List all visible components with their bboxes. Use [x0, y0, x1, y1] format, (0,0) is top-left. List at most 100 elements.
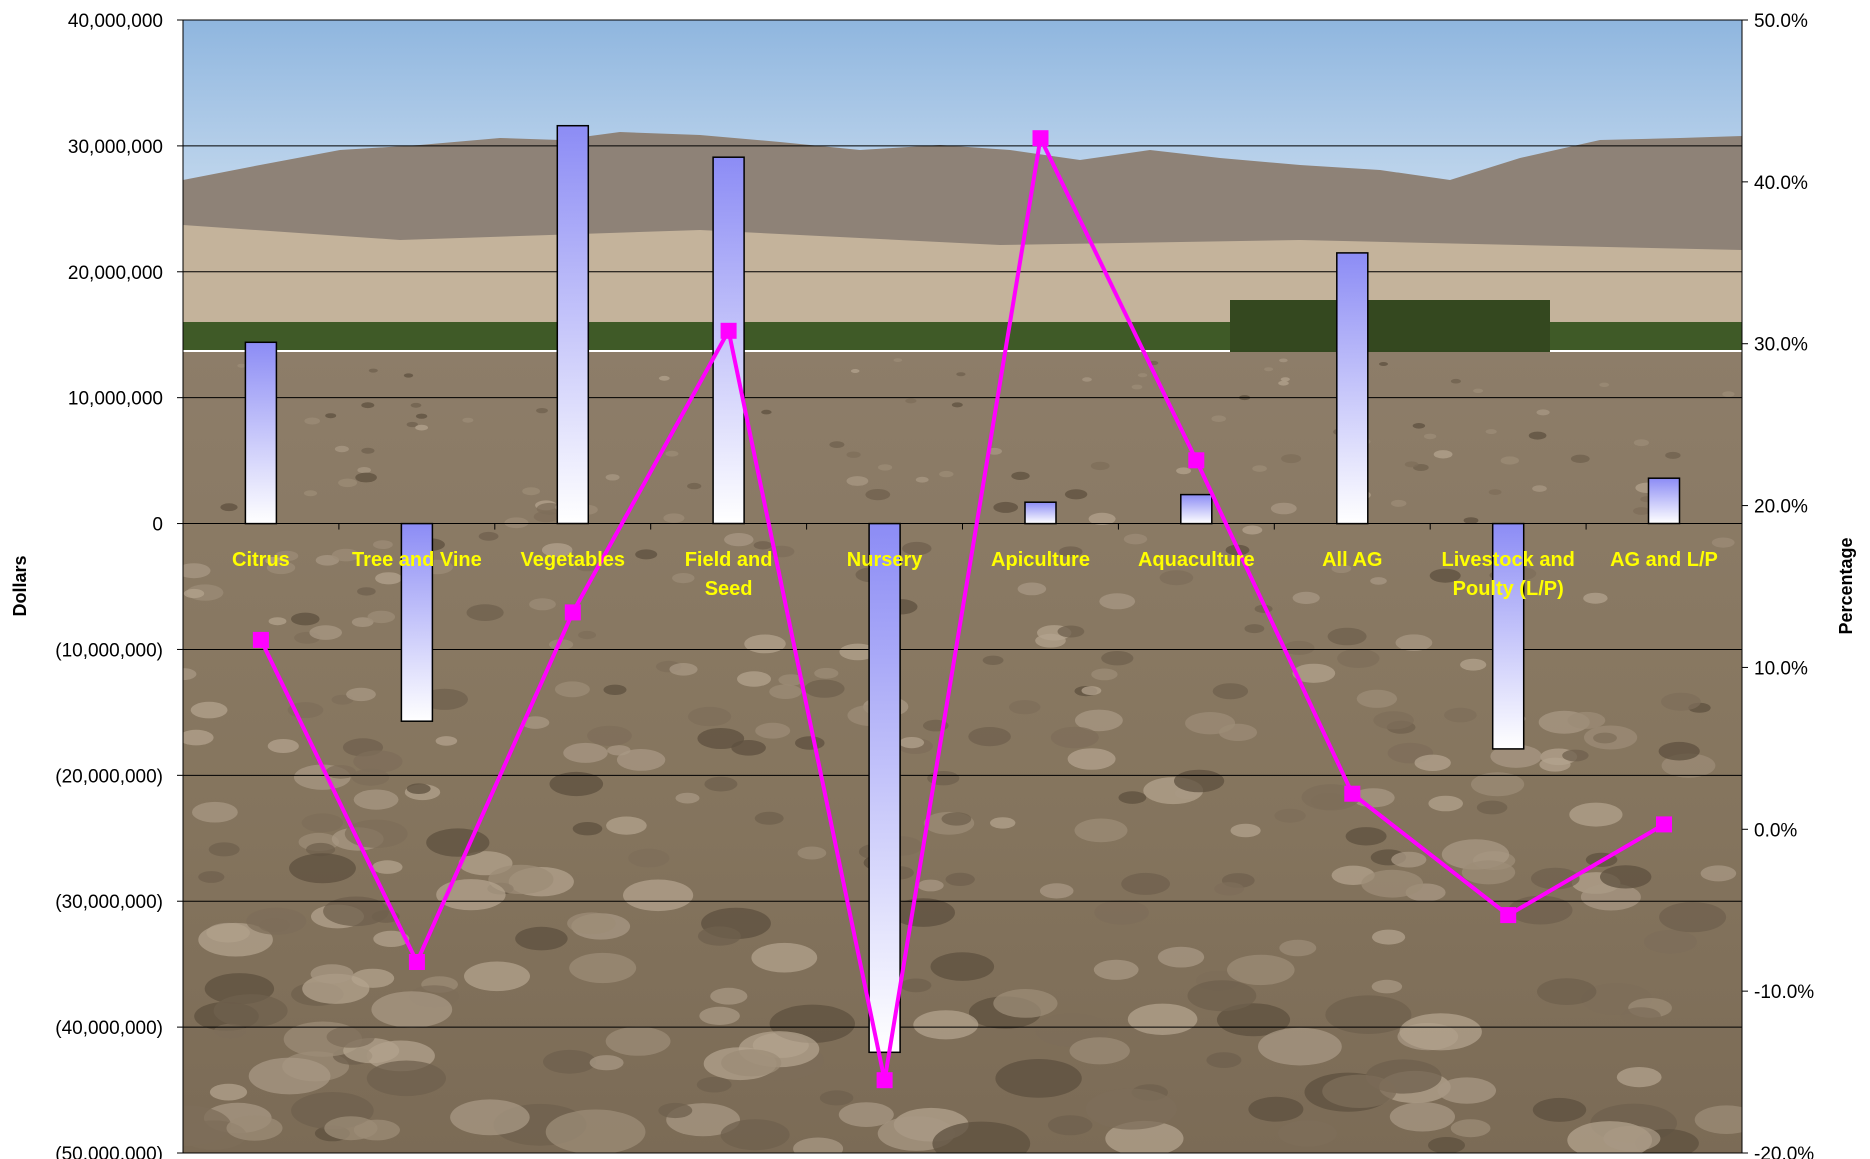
soil-clod [351, 968, 395, 988]
soil-clod [1099, 593, 1136, 610]
soil-clod [355, 472, 377, 483]
left-tick-label: (50,000,000) [55, 1144, 163, 1159]
left-axis-title: Dollars [10, 555, 30, 616]
soil-clod [939, 470, 954, 478]
soil-clod [1064, 489, 1088, 500]
soil-clod [301, 813, 344, 833]
soil-clod [663, 513, 685, 523]
soil-clod [435, 736, 458, 746]
soil-clod [1485, 429, 1497, 435]
soil-clod [410, 402, 422, 408]
soil-clod [1242, 525, 1263, 535]
soil-clod [351, 617, 374, 627]
soil-clod [1461, 860, 1516, 885]
soil-clod [304, 417, 321, 425]
soil-clod [226, 1115, 283, 1141]
category-label: Tree and Vine [352, 549, 482, 571]
soil-clod [846, 451, 861, 458]
soil-clod [1583, 592, 1608, 604]
soil-clod [628, 848, 670, 868]
soil-clod [1244, 624, 1265, 634]
soil-clod [606, 816, 647, 835]
soil-clod [1460, 658, 1487, 671]
soil-clod [357, 467, 372, 474]
soil-clod [248, 1057, 331, 1095]
soil-clod [578, 630, 597, 640]
bar [1336, 252, 1369, 525]
soil-clod [1090, 461, 1110, 471]
soil-clod [1539, 757, 1571, 772]
soil-clod [951, 402, 963, 408]
soil-clod [778, 674, 804, 686]
soil-clod [198, 871, 225, 883]
soil-clod [696, 1076, 732, 1093]
soil-clod [1345, 827, 1387, 846]
soil-clod [1428, 1137, 1465, 1153]
soil-clod [289, 853, 356, 884]
soil-clod [368, 368, 378, 373]
soil-clod [353, 750, 403, 773]
soil-clod [1593, 732, 1617, 744]
soil-clod [829, 441, 845, 448]
soil-clod [331, 548, 360, 562]
soil-clod [587, 725, 632, 746]
soil-clod [1067, 748, 1116, 770]
soil-clod [183, 729, 214, 746]
soil-clod [258, 918, 291, 933]
soil-clod [900, 978, 932, 993]
line-marker [408, 954, 425, 970]
soil-clod [1008, 700, 1041, 715]
soil-clod [1185, 712, 1236, 735]
soil-clod [1532, 1097, 1587, 1122]
soil-clod [1058, 546, 1083, 557]
soil-clod [1322, 1074, 1397, 1109]
soil-clod [1011, 471, 1030, 480]
soil-clod [1532, 485, 1547, 492]
soil-clod [1404, 461, 1419, 468]
soil-clod [1444, 707, 1477, 723]
soil-clod [1399, 1013, 1482, 1051]
soil-clod [541, 543, 573, 557]
right-axis: 50.0% 40.0% 30.0% 20.0% 10.0% 0.0% -10.0% -20.0… [1742, 11, 1814, 1159]
soil-clod [658, 1102, 693, 1119]
soil-clod [710, 987, 748, 1005]
soil-clod [357, 587, 376, 596]
soil-clod [529, 598, 556, 611]
soil-clod [1069, 1037, 1130, 1065]
right-axis-title: Percentage [1836, 537, 1856, 634]
soil-clod [744, 634, 786, 654]
category-label: AG and L/P [1610, 549, 1718, 571]
left-tick-label: (30,000,000) [55, 892, 163, 913]
soil-clod [1423, 433, 1437, 440]
soil-clod [361, 402, 375, 409]
soil-clod [754, 811, 784, 825]
soil-clod [1471, 772, 1525, 797]
soil-clod [183, 668, 197, 681]
soil-clod [1370, 577, 1387, 585]
soil-clod [1310, 793, 1348, 810]
soil-clod [1508, 895, 1573, 925]
soil-clod [488, 864, 554, 895]
soil-clod [1536, 409, 1550, 416]
soil-clod [1616, 1067, 1662, 1088]
soil-clod [1082, 377, 1092, 382]
soil-clod [1123, 533, 1148, 545]
soil-clod [325, 413, 337, 419]
line-marker [876, 1072, 893, 1089]
soil-clod [403, 373, 414, 378]
soil-clod [567, 912, 616, 935]
soil-clod [1428, 795, 1463, 812]
right-tick-label: -20.0% [1754, 1144, 1814, 1159]
soil-clod [1252, 465, 1267, 472]
left-tick-label: 0 [152, 515, 163, 536]
soil-clod [1091, 668, 1118, 681]
soil-clod [814, 667, 839, 679]
soil-clod [415, 424, 428, 431]
bar [1491, 522, 1525, 750]
soil-clod [1722, 391, 1735, 397]
soil-clod [902, 541, 932, 556]
soil-clod [1212, 683, 1249, 700]
soil-clod [1325, 995, 1412, 1034]
soil-clod [839, 643, 877, 661]
